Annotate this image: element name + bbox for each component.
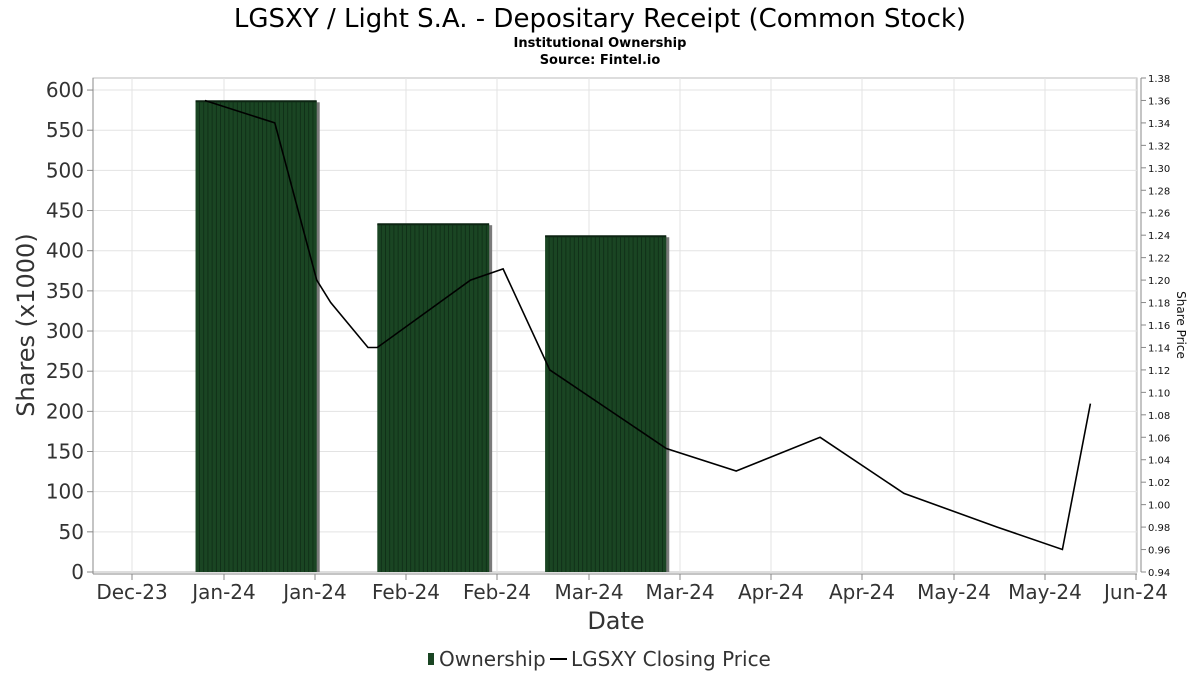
price-line	[204, 99, 1092, 551]
y2-tick-label: 1.08	[1148, 411, 1170, 422]
y2-tick-label: 1.14	[1148, 343, 1170, 354]
y2-tick-label: 1.02	[1148, 478, 1170, 489]
y2-tick-label: 1.10	[1148, 388, 1170, 399]
y2-tick-label: 1.22	[1148, 254, 1170, 265]
y2-ticks: 1.38 1.36 1.34 1.32 1.30 1.28 1.26 1.24 1.22 1.20…	[1141, 74, 1170, 579]
ownership-bar	[195, 101, 317, 572]
y-ticks: 0 50 100 150 200 250 300 350 400 450 500 550 600	[46, 78, 93, 584]
y2-tick-label: 0.98	[1148, 523, 1170, 534]
chart-source: Source: Fintel.io	[540, 53, 661, 68]
x-tick-label: May-24	[1008, 580, 1082, 604]
y2-tick-label: 0.94	[1148, 568, 1170, 579]
y2-tick-label: 1.32	[1148, 141, 1170, 152]
y-tick-label: 200	[46, 399, 84, 423]
x-ticks: Dec-23 Jan-24 Jan-24 Feb-24 Feb-24 Mar-24 Mar-…	[96, 574, 1168, 604]
y-tick-label: 600	[46, 78, 84, 102]
y2-tick-label: 1.04	[1148, 456, 1170, 467]
y2-tick-label: 1.16	[1148, 321, 1170, 332]
x-tick-label: Apr-24	[829, 580, 895, 604]
y-tick-label: 250	[46, 359, 84, 383]
chart-subtitle: Institutional Ownership	[514, 36, 687, 51]
price-line-path	[204, 99, 1092, 551]
x-axis-label: Date	[587, 607, 644, 635]
x-tick-label: Dec-23	[96, 580, 167, 604]
x-tick-label: Feb-24	[372, 580, 440, 604]
x-tick-label: Jun-24	[1102, 580, 1168, 604]
y2-tick-label: 1.30	[1148, 164, 1170, 175]
legend-ownership-label: Ownership	[439, 647, 546, 671]
y2-tick-label: 1.00	[1148, 501, 1170, 512]
x-tick-label: Feb-24	[463, 580, 531, 604]
y-tick-label: 500	[46, 158, 84, 182]
y2-tick-label: 1.18	[1148, 299, 1170, 310]
y-tick-label: 550	[46, 118, 84, 142]
y-tick-label: 0	[71, 560, 84, 584]
y-tick-label: 450	[46, 199, 84, 223]
y2-tick-label: 1.38	[1148, 74, 1170, 85]
y2-tick-label: 1.06	[1148, 433, 1170, 444]
x-tick-label: Mar-24	[645, 580, 714, 604]
x-tick-label: May-24	[917, 580, 991, 604]
x-tick-label: Jan-24	[281, 580, 347, 604]
y2-tick-label: 1.34	[1148, 119, 1170, 130]
y-tick-label: 400	[46, 239, 84, 263]
y2-tick-label: 1.28	[1148, 186, 1170, 197]
y2-tick-label: 1.26	[1148, 209, 1170, 220]
y2-axis-label: Share Price	[1174, 291, 1188, 359]
chart-title: LGSXY / Light S.A. - Depositary Receipt …	[234, 4, 966, 34]
x-tick-label: Jan-24	[190, 580, 256, 604]
y-tick-label: 100	[46, 480, 84, 504]
x-tick-label: Apr-24	[738, 580, 804, 604]
legend-ownership-swatch	[428, 653, 434, 665]
y-tick-label: 300	[46, 319, 84, 343]
y2-tick-label: 1.12	[1148, 366, 1170, 377]
y-axis-label: Shares (x1000)	[12, 233, 40, 416]
y-tick-label: 350	[46, 279, 84, 303]
y2-tick-label: 1.24	[1148, 231, 1170, 242]
y-tick-label: 150	[46, 440, 84, 464]
ownership-bar	[545, 236, 667, 572]
y2-tick-label: 1.36	[1148, 96, 1170, 107]
legend: Ownership LGSXY Closing Price	[428, 647, 771, 671]
y2-tick-label: 0.96	[1148, 546, 1170, 557]
y-tick-label: 50	[59, 520, 84, 544]
x-tick-label: Mar-24	[554, 580, 623, 604]
ownership-bar	[377, 224, 490, 572]
ownership-bars	[195, 100, 670, 572]
legend-price-label: LGSXY Closing Price	[571, 647, 771, 671]
y2-tick-label: 1.20	[1148, 276, 1170, 287]
